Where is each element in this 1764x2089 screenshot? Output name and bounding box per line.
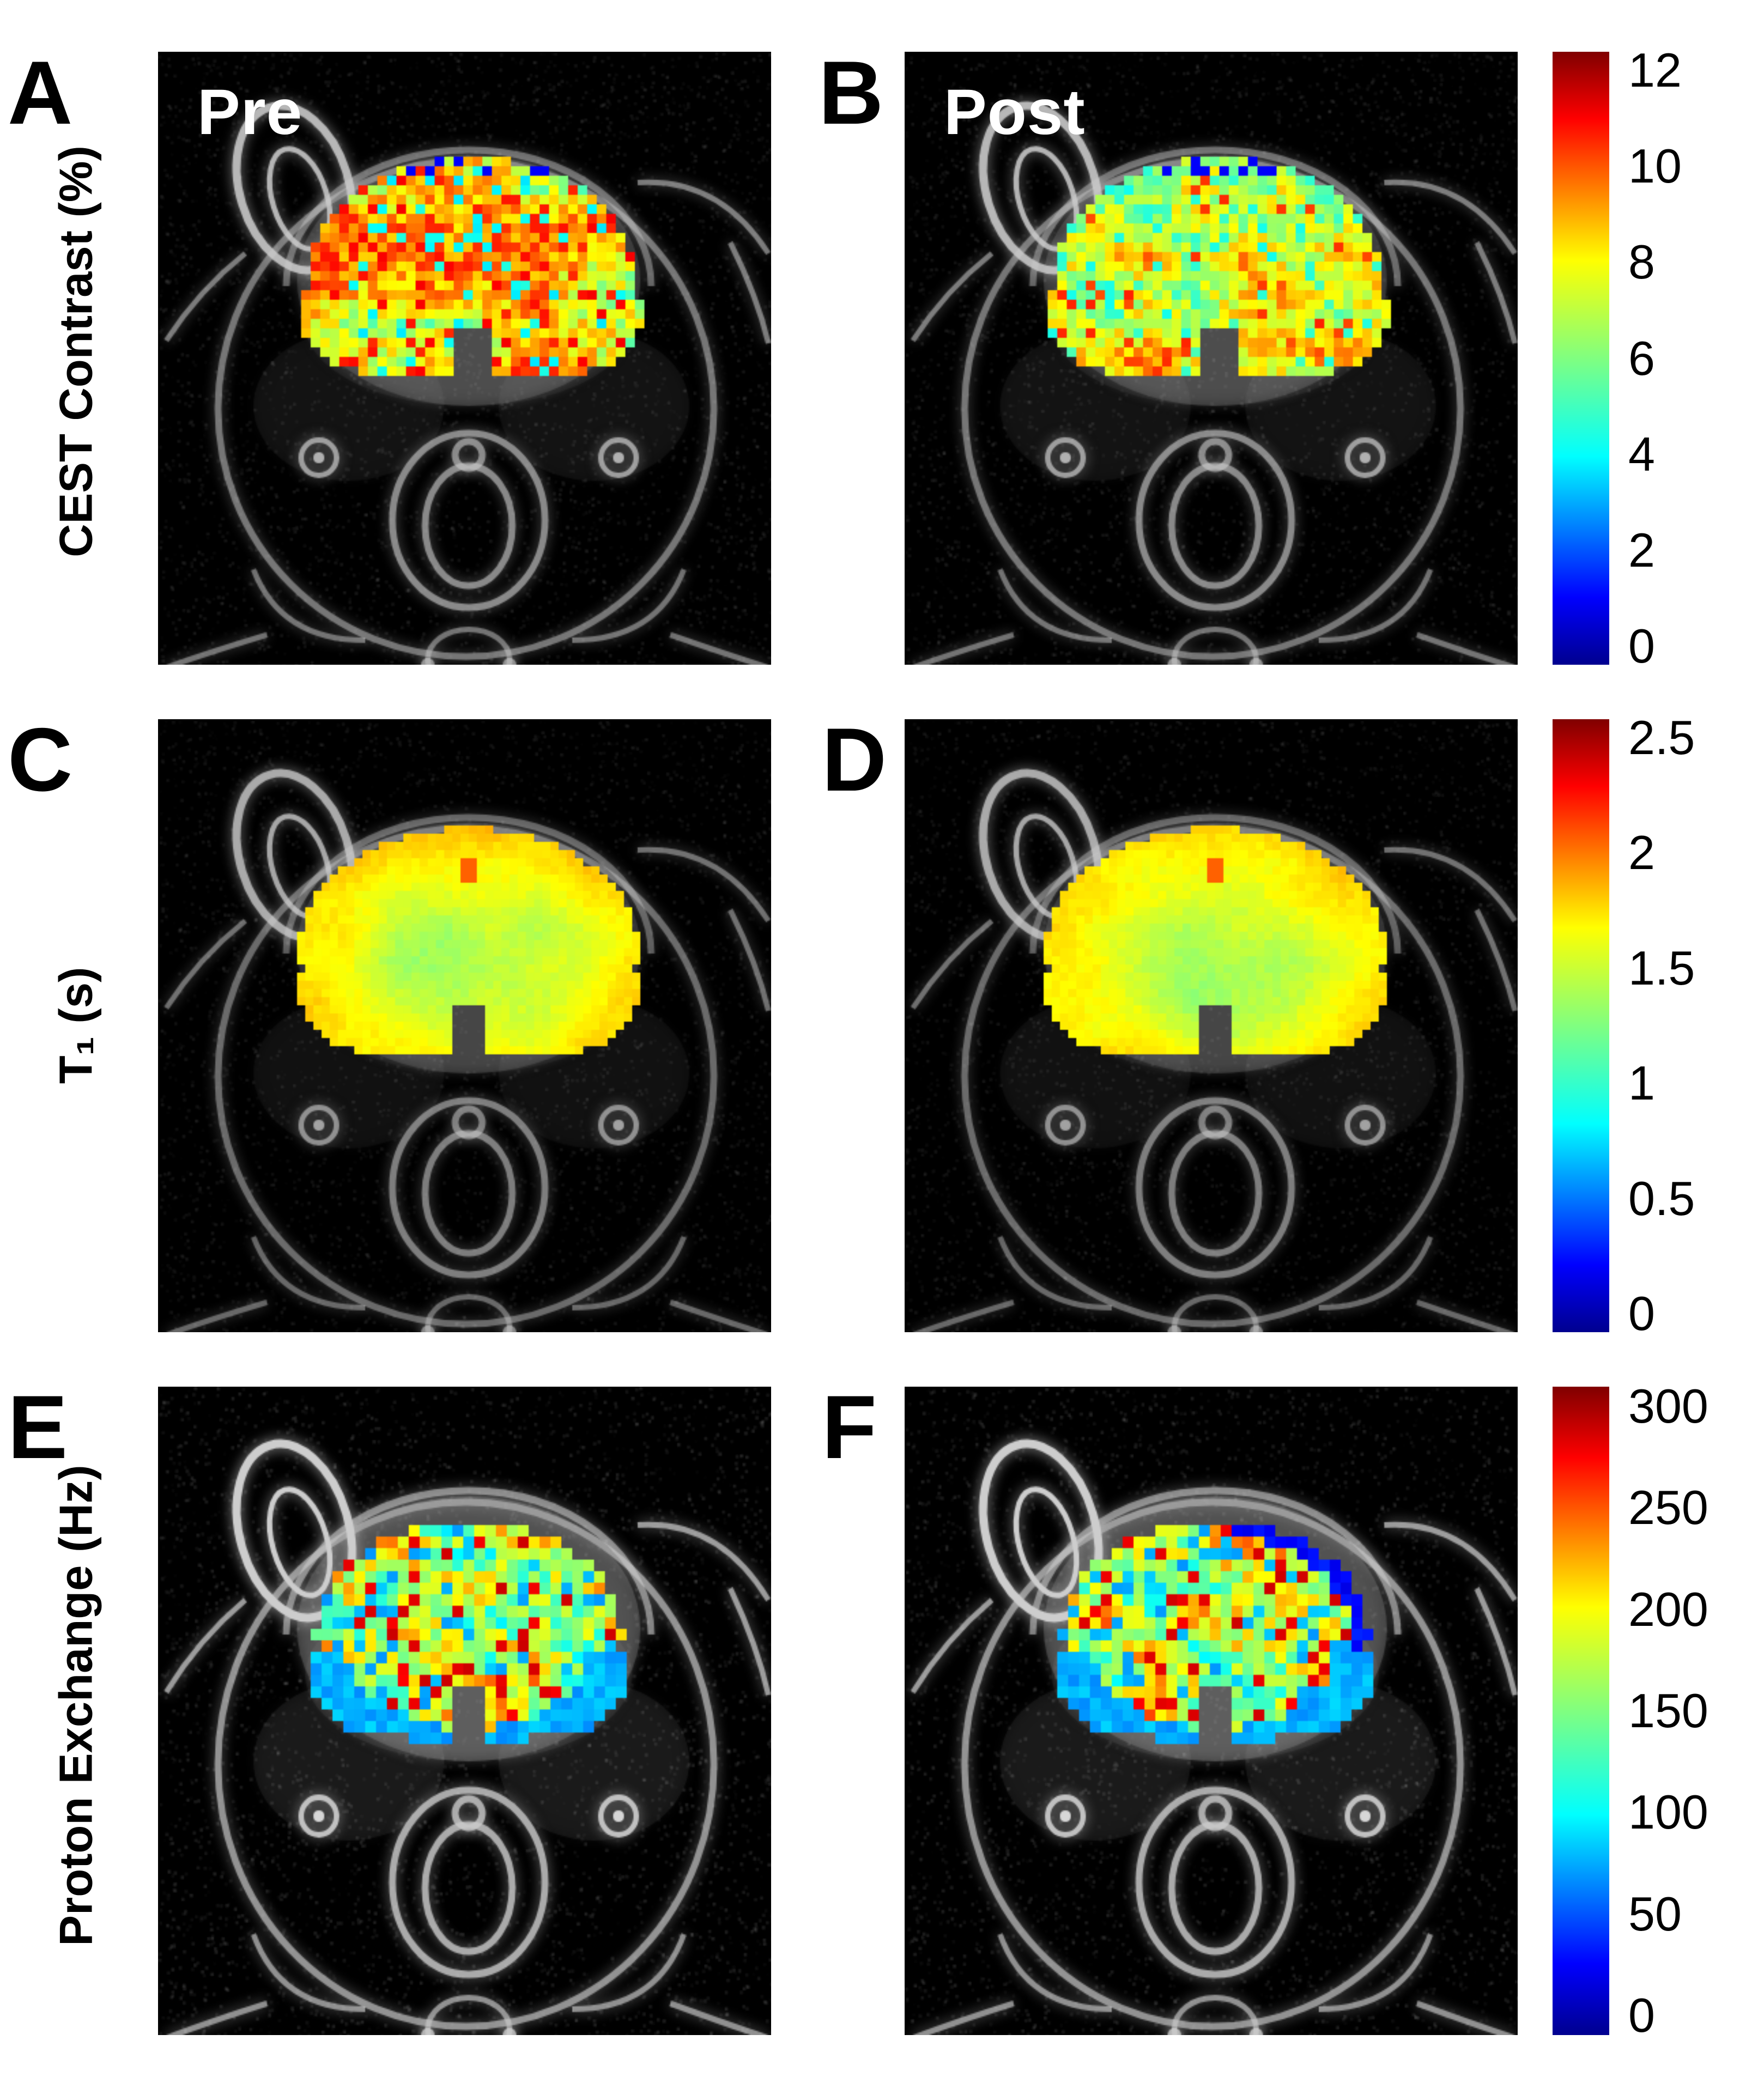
panel-B: Post <box>905 52 1518 665</box>
row-label-proton-exchange: Proton Exchange (Hz) <box>50 1465 102 1946</box>
colorbar-tick-label: 2 <box>1628 523 1655 577</box>
colorbar-ticks-proton-exchange: 300 250 200 150 100 50 0 <box>1628 1382 1762 2039</box>
mri-image-C <box>158 719 771 1332</box>
panel-letter-B: B <box>819 42 884 143</box>
colorbar-tick-label: 0.5 <box>1628 1171 1695 1225</box>
colorbar-tick-label: 200 <box>1628 1582 1708 1636</box>
pre-annotation: Pre <box>197 76 303 148</box>
colorbar-tick-label: 50 <box>1628 1886 1682 1941</box>
colorbar-tick-label: 4 <box>1628 427 1655 481</box>
panel-E <box>158 1387 771 2035</box>
colorbar-tick-label: 300 <box>1628 1379 1708 1433</box>
colorbar-tick-label: 0 <box>1628 1988 1655 2043</box>
row-label-t1: T₁ (s) <box>50 967 102 1084</box>
colorbar-tick-label: 2 <box>1628 825 1655 880</box>
colorbar-t1 <box>1553 719 1609 1332</box>
colorbar-tick-label: 8 <box>1628 235 1655 289</box>
post-annotation: Post <box>944 76 1086 148</box>
colorbar-tick-label: 1 <box>1628 1056 1655 1110</box>
colorbar-tick-label: 0 <box>1628 619 1655 673</box>
mri-image-B <box>905 52 1518 665</box>
colorbar-proton-exchange <box>1553 1387 1609 2035</box>
row-label-cest-contrast: CEST Contrast (%) <box>50 145 102 557</box>
mri-image-D <box>905 719 1518 1332</box>
panel-A: Pre <box>158 52 771 665</box>
colorbar-tick-label: 10 <box>1628 139 1682 193</box>
panel-letter-E: E <box>8 1377 68 1477</box>
colorbar-ticks-t1: 2.5 2 1.5 1 0.5 0 <box>1628 713 1762 1338</box>
panel-C <box>158 719 771 1332</box>
colorbar-tick-label: 12 <box>1628 42 1682 97</box>
panel-letter-A: A <box>8 42 73 143</box>
panel-letter-D: D <box>822 709 887 810</box>
colorbar-ticks-cest: 12 10 8 6 4 2 0 <box>1628 46 1762 670</box>
mri-image-E <box>158 1387 771 2035</box>
panel-F <box>905 1387 1518 2035</box>
colorbar-cest <box>1553 52 1609 665</box>
colorbar-tick-label: 1.5 <box>1628 940 1695 995</box>
colorbar-tick-label: 0 <box>1628 1286 1655 1341</box>
mri-image-A <box>158 52 771 665</box>
colorbar-tick-label: 100 <box>1628 1785 1708 1839</box>
colorbar-tick-label: 150 <box>1628 1684 1708 1738</box>
colorbar-tick-label: 250 <box>1628 1480 1708 1535</box>
panel-letter-C: C <box>8 709 73 810</box>
colorbar-tick-label: 2.5 <box>1628 710 1695 764</box>
panel-letter-F: F <box>822 1377 877 1477</box>
colorbar-tick-label: 6 <box>1628 331 1655 385</box>
panel-D <box>905 719 1518 1332</box>
mri-image-F <box>905 1387 1518 2035</box>
